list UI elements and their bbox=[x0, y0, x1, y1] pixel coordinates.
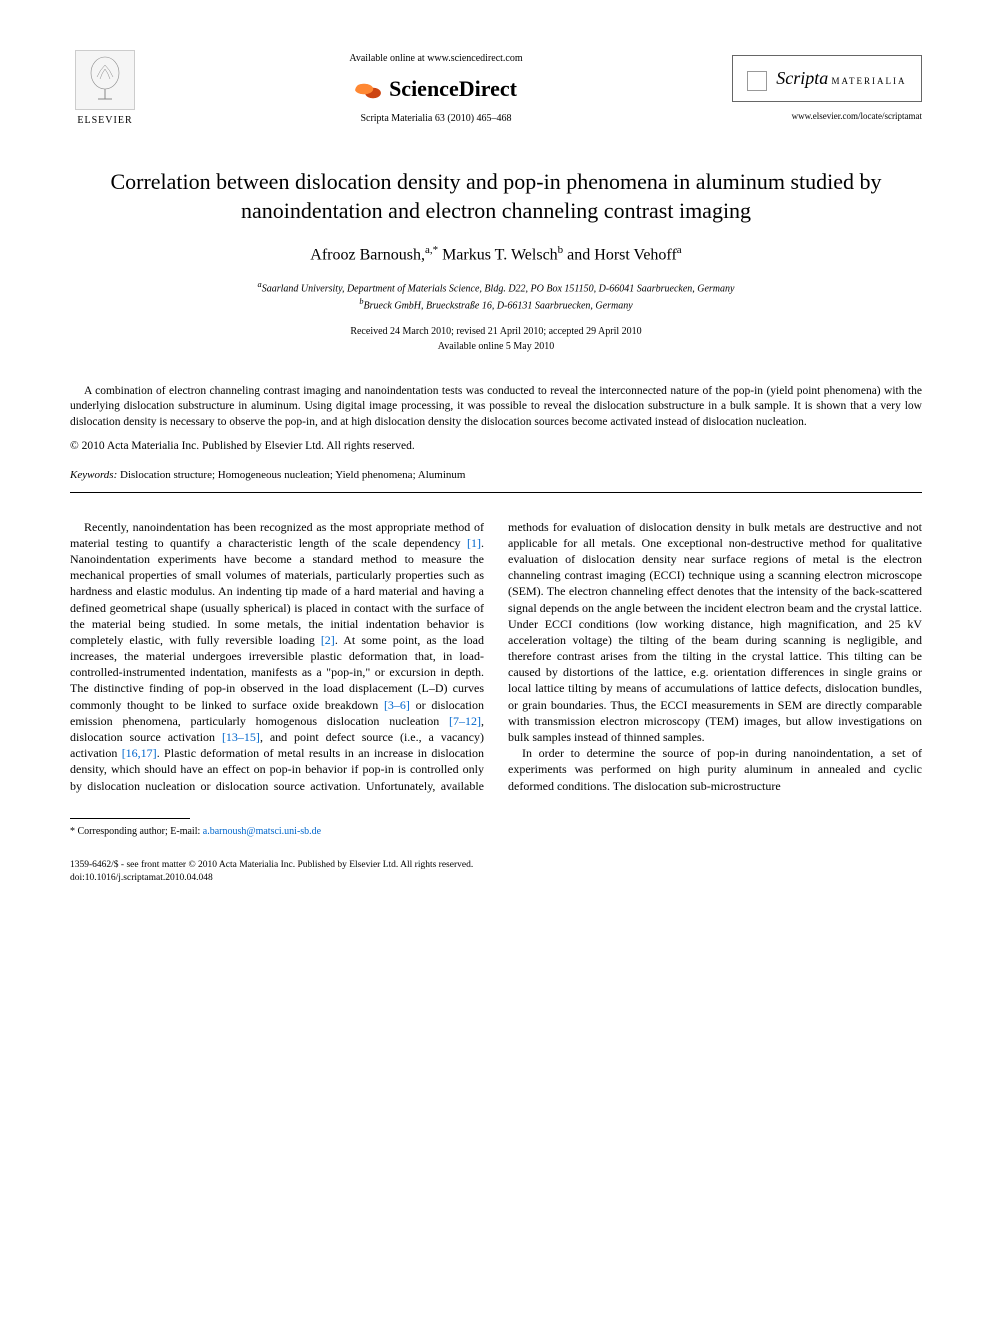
sciencedirect-logo: ScienceDirect bbox=[140, 74, 732, 105]
body-p1b: . Nanoindentation experiments have becom… bbox=[70, 536, 484, 647]
dates-online: Available online 5 May 2010 bbox=[438, 341, 554, 352]
abstract: A combination of electron channeling con… bbox=[70, 384, 922, 431]
author-2-sup: b bbox=[558, 244, 564, 256]
sciencedirect-text: ScienceDirect bbox=[389, 76, 517, 101]
authors: Afrooz Barnoush,a,* Markus T. Welschb an… bbox=[70, 243, 922, 267]
journal-name-script: Scripta bbox=[776, 68, 828, 88]
journal-url[interactable]: www.elsevier.com/locate/scriptamat bbox=[732, 110, 922, 123]
available-online: Available online at www.sciencedirect.co… bbox=[140, 52, 732, 66]
author-3-sup: a bbox=[677, 244, 682, 256]
cite-6[interactable]: [16,17] bbox=[122, 746, 157, 760]
journal-box-wrapper: Scripta MATERIALIA www.elsevier.com/loca… bbox=[732, 55, 922, 123]
footnote-label: * Corresponding author; E-mail: bbox=[70, 826, 203, 837]
cite-5[interactable]: [13–15] bbox=[222, 730, 260, 744]
journal-small-icon bbox=[747, 71, 767, 91]
author-1: Afrooz Barnoush, bbox=[310, 247, 425, 264]
email-link[interactable]: a.barnoush@matsci.uni-sb.de bbox=[203, 826, 321, 837]
footnote-divider bbox=[70, 818, 190, 819]
elsevier-text: ELSEVIER bbox=[70, 114, 140, 128]
affiliation-b: Brueck GmbH, Brueckstraße 16, D-66131 Sa… bbox=[364, 301, 633, 312]
author-1-sup: a,* bbox=[425, 244, 438, 256]
body-text: Recently, nanoindentation has been recog… bbox=[70, 519, 922, 794]
body-p1a: Recently, nanoindentation has been recog… bbox=[70, 520, 484, 550]
footer-line-1: 1359-6462/$ - see front matter © 2010 Ac… bbox=[70, 859, 922, 872]
keywords-label: Keywords: bbox=[70, 469, 117, 481]
affiliations: aSaarland University, Department of Mate… bbox=[70, 279, 922, 314]
footer-doi: doi:10.1016/j.scriptamat.2010.04.048 bbox=[70, 872, 922, 885]
affiliation-a: Saarland University, Department of Mater… bbox=[262, 283, 735, 294]
header-row: ELSEVIER Available online at www.science… bbox=[70, 50, 922, 128]
journal-name-caps: MATERIALIA bbox=[832, 76, 907, 86]
cite-4[interactable]: [7–12] bbox=[449, 714, 481, 728]
section-divider bbox=[70, 492, 922, 493]
corresponding-author-footnote: * Corresponding author; E-mail: a.barnou… bbox=[70, 825, 922, 839]
footer: 1359-6462/$ - see front matter © 2010 Ac… bbox=[70, 859, 922, 886]
cite-3[interactable]: [3–6] bbox=[384, 698, 410, 712]
cite-2[interactable]: [2] bbox=[321, 633, 335, 647]
author-2: Markus T. Welsch bbox=[442, 247, 558, 264]
body-para-2: In order to determine the source of pop-… bbox=[508, 745, 922, 794]
journal-citation: Scripta Materialia 63 (2010) 465–468 bbox=[140, 112, 732, 126]
dates-received: Received 24 March 2010; revised 21 April… bbox=[350, 326, 641, 337]
keywords-text: Dislocation structure; Homogeneous nucle… bbox=[117, 469, 465, 481]
center-header: Available online at www.sciencedirect.co… bbox=[140, 52, 732, 127]
journal-box: Scripta MATERIALIA bbox=[732, 55, 922, 102]
elsevier-tree-icon bbox=[75, 50, 135, 110]
keywords-line: Keywords: Dislocation structure; Homogen… bbox=[70, 468, 922, 483]
sciencedirect-swoosh-icon bbox=[355, 81, 385, 101]
author-3: and Horst Vehoff bbox=[567, 247, 677, 264]
copyright-line: © 2010 Acta Materialia Inc. Published by… bbox=[70, 438, 922, 454]
dates: Received 24 March 2010; revised 21 April… bbox=[70, 324, 922, 354]
cite-1[interactable]: [1] bbox=[467, 536, 481, 550]
article-title: Correlation between dislocation density … bbox=[110, 168, 882, 225]
elsevier-logo: ELSEVIER bbox=[70, 50, 140, 128]
